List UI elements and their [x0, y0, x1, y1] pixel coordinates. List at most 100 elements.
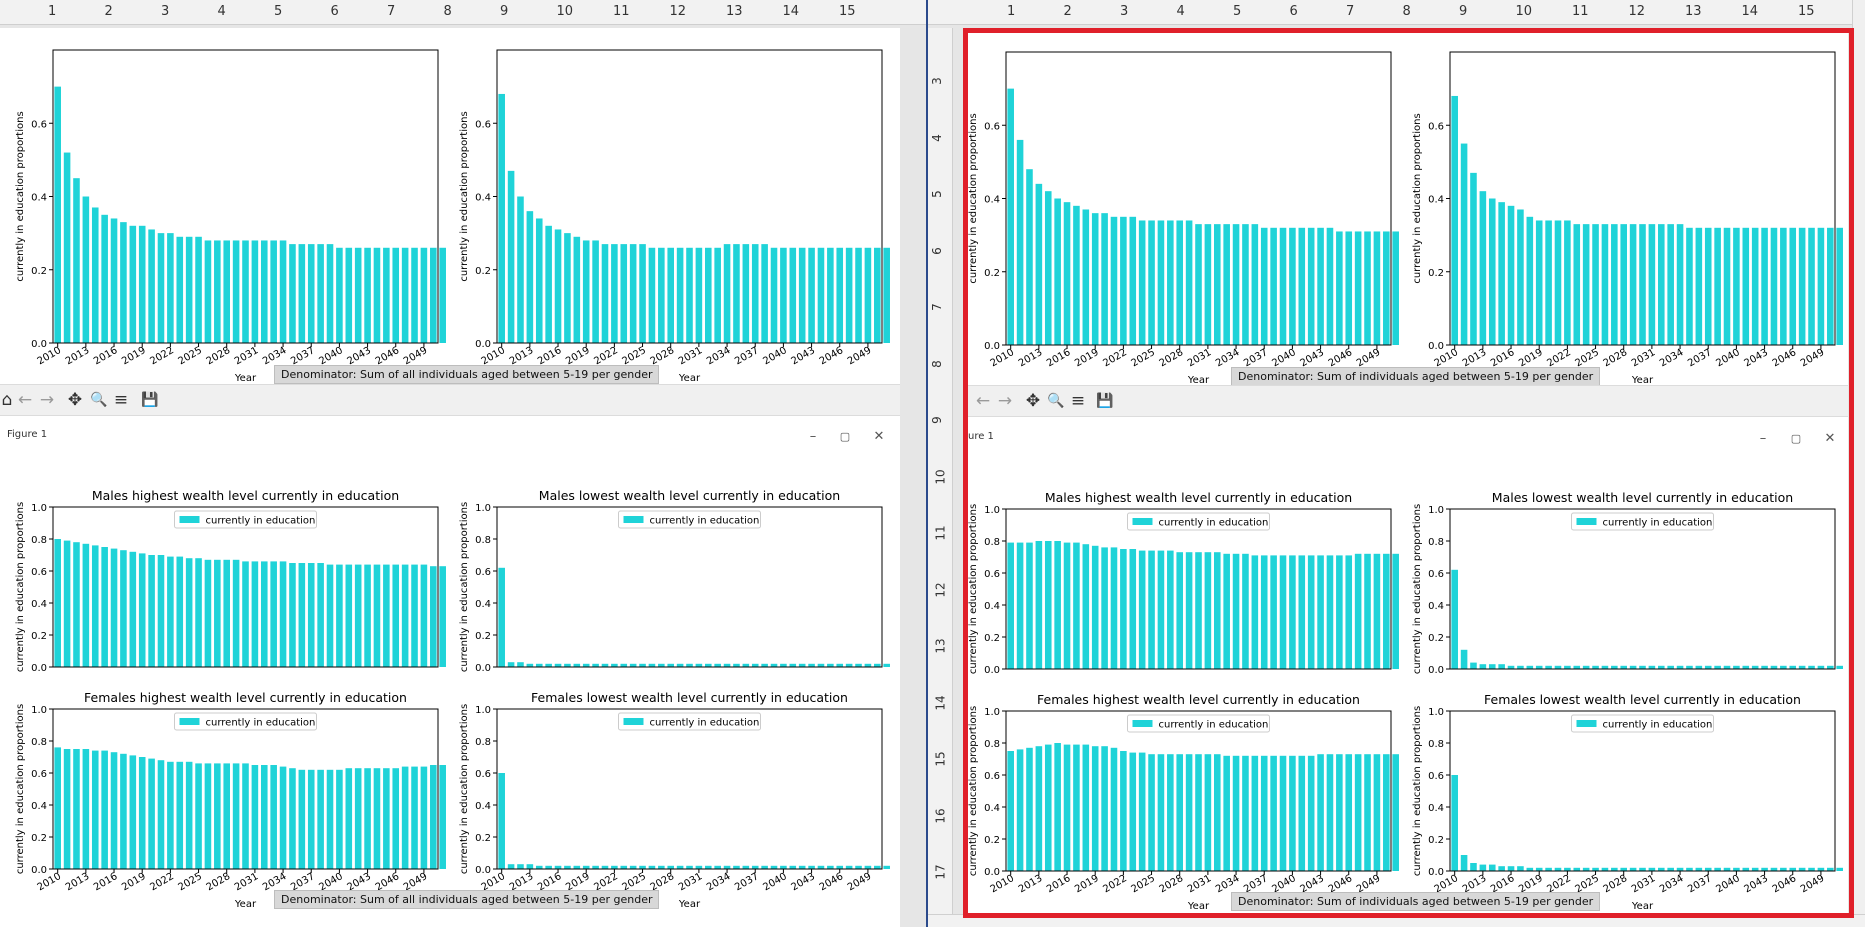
bar [326, 564, 334, 667]
minimize-button[interactable]: – [809, 428, 817, 444]
save-icon[interactable]: 💾 [1096, 393, 1114, 409]
y-tick-label: 0.2 [475, 833, 491, 844]
bar [185, 236, 193, 343]
bar [298, 563, 306, 667]
bar [1082, 744, 1090, 871]
y-tick-label: 0.0 [1428, 867, 1444, 878]
x-tick-label: 2028 [1158, 873, 1186, 895]
vertical-ruler-number: 13 [933, 638, 948, 654]
maximize-button[interactable]: ▢ [839, 429, 851, 443]
bar [1695, 867, 1703, 871]
forward-arrow-icon[interactable]: → [997, 391, 1013, 411]
bar [157, 233, 165, 343]
x-tick-label: 2034 [1658, 347, 1686, 369]
bar [723, 663, 731, 667]
vertical-scrollbar[interactable] [1852, 0, 1865, 927]
bar [354, 768, 362, 869]
bar [1148, 220, 1155, 345]
y-tick-label: 0.4 [475, 193, 491, 204]
bar [1733, 665, 1740, 669]
configure-subplots-icon[interactable]: ≡ [1070, 391, 1086, 411]
bar [1582, 867, 1590, 871]
bar [1686, 665, 1693, 669]
bar [1073, 205, 1080, 345]
y-tick-label: 0.6 [31, 769, 47, 780]
bar [1686, 867, 1693, 871]
bar [232, 763, 240, 869]
pan-icon[interactable]: ✥ [67, 390, 83, 410]
bar [383, 768, 390, 869]
bar [836, 247, 844, 343]
horizontal-ruler[interactable]: 1 2 3 4 5 6 7 8 9 10 11 12 13 14 15 [0, 0, 928, 25]
bar [1657, 665, 1665, 669]
pan-icon[interactable]: ✥ [1025, 391, 1041, 411]
y-axis-label: currently in education proportions [459, 111, 470, 281]
bar [761, 663, 768, 667]
close-button[interactable]: ✕ [1824, 430, 1836, 446]
y-axis-label: currently in education proportions [459, 502, 470, 672]
horizontal-scrollbar[interactable] [928, 914, 1865, 927]
bar [1110, 216, 1118, 345]
bar [1498, 866, 1505, 871]
bar [307, 563, 315, 667]
x-tick-label: 2046 [1327, 347, 1355, 369]
bar [1167, 220, 1174, 345]
bar [1223, 755, 1230, 871]
zoom-icon[interactable]: 🔍 [90, 392, 108, 408]
bar [1517, 866, 1524, 871]
bar [592, 663, 599, 667]
bar [110, 218, 118, 343]
bar [1138, 752, 1146, 871]
horizontal-ruler-right[interactable]: 1 2 3 4 5 6 7 8 9 10 11 12 13 14 15 [928, 0, 1865, 25]
bar [1723, 227, 1731, 345]
y-tick-label: 0.0 [984, 867, 1000, 878]
chart-right-mhi: 0.0 0.2 0.4 0.6 0.8 1.0 currently in education… [968, 490, 1399, 676]
back-arrow-icon[interactable]: ← [17, 390, 33, 410]
y-tick-label: 0.0 [1428, 665, 1444, 676]
configure-subplots-icon[interactable]: ≡ [113, 390, 129, 410]
close-button[interactable]: ✕ [873, 428, 885, 444]
bar [1470, 662, 1477, 669]
bar [373, 564, 381, 667]
y-tick-label: 0.4 [984, 195, 1000, 206]
legend: currently in education [1571, 714, 1714, 733]
ruler-number: 2 [104, 4, 113, 19]
bar [564, 865, 571, 869]
bar [1498, 202, 1505, 345]
minimize-button[interactable]: – [1759, 430, 1767, 446]
bar [723, 244, 731, 343]
home-icon[interactable]: ⌂ [1, 390, 13, 410]
bar [148, 758, 155, 869]
back-arrow-icon[interactable]: ← [975, 391, 991, 411]
x-tick-label: 2025 [177, 871, 205, 893]
bar [545, 663, 552, 667]
vertical-ruler[interactable]: 345678910111213141516178 [928, 28, 953, 927]
bar [1345, 754, 1353, 871]
x-tick-label: 2022 [148, 871, 176, 893]
maximize-button[interactable]: ▢ [1790, 431, 1802, 445]
y-tick-label: 0.6 [1428, 771, 1444, 782]
y-tick-label: 0.6 [1428, 569, 1444, 580]
bar [1354, 231, 1362, 345]
bar [1204, 754, 1212, 871]
bar [1044, 744, 1052, 871]
bar [611, 865, 618, 869]
save-icon[interactable]: 💾 [141, 392, 159, 408]
zoom-icon[interactable]: 🔍 [1047, 393, 1065, 409]
chart-title: Females highest wealth level currently i… [84, 690, 407, 705]
bar [1054, 743, 1061, 871]
y-tick-label: 0.6 [984, 771, 1000, 782]
bar [1714, 665, 1721, 669]
bar [1545, 665, 1552, 669]
bar [204, 559, 212, 667]
denominator-note-right: Denominator: Sum of individuals aged bet… [1231, 367, 1601, 386]
x-tick-label: 2025 [1130, 347, 1158, 369]
x-tick-label: 2013 [1017, 873, 1045, 895]
bar [770, 247, 778, 343]
bar [1460, 855, 1468, 871]
x-tick-label: 2049 [846, 871, 874, 893]
bar [1364, 231, 1371, 345]
bar [676, 663, 684, 667]
bar [1704, 665, 1712, 669]
forward-arrow-icon[interactable]: → [39, 390, 55, 410]
